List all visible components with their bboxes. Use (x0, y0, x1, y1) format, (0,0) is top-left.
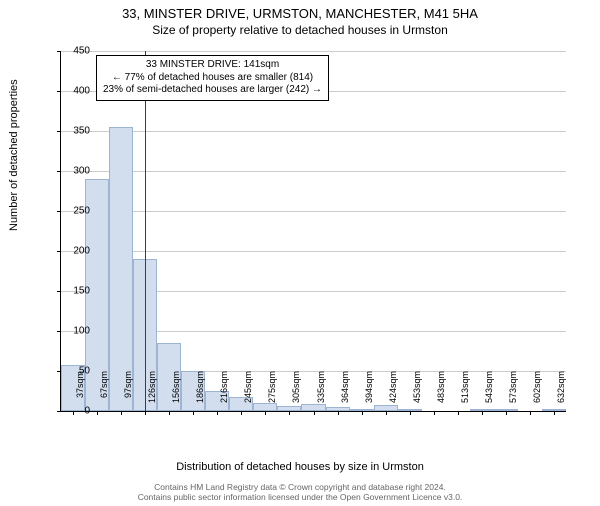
ytick-mark (57, 51, 61, 52)
callout-line-2: ← 77% of detached houses are smaller (81… (103, 72, 322, 85)
ytick-mark (57, 291, 61, 292)
histogram-bar (301, 404, 325, 411)
xtick-label: 245sqm (243, 371, 253, 403)
xtick-label: 156sqm (171, 371, 181, 403)
property-marker-line (145, 51, 146, 411)
ytick-mark (57, 131, 61, 132)
xtick-mark (386, 411, 387, 415)
xtick-label: 364sqm (340, 371, 350, 403)
xtick-mark (217, 411, 218, 415)
xtick-label: 275sqm (267, 371, 277, 403)
ytick-mark (57, 211, 61, 212)
xtick-label: 216sqm (219, 371, 229, 403)
ytick-mark (57, 251, 61, 252)
xtick-label: 513sqm (460, 371, 470, 403)
xtick-mark (265, 411, 266, 415)
xtick-label: 305sqm (291, 371, 301, 403)
ytick-label: 150 (62, 286, 90, 297)
xtick-label: 424sqm (388, 371, 398, 403)
xtick-mark (145, 411, 146, 415)
ytick-label: 400 (62, 86, 90, 97)
histogram-bar (109, 127, 133, 411)
xtick-label: 483sqm (436, 371, 446, 403)
chart-title-address: 33, MINSTER DRIVE, URMSTON, MANCHESTER, … (0, 6, 600, 21)
xtick-label: 97sqm (123, 371, 133, 398)
footer-line-2: Contains public sector information licen… (0, 492, 600, 502)
histogram-bar (253, 403, 277, 411)
callout-line-3: 23% of semi-detached houses are larger (… (103, 84, 322, 97)
gridline (61, 251, 566, 252)
xtick-label: 632sqm (556, 371, 566, 403)
xtick-mark (97, 411, 98, 415)
xtick-mark (193, 411, 194, 415)
xtick-mark (434, 411, 435, 415)
xtick-mark (554, 411, 555, 415)
x-axis-label: Distribution of detached houses by size … (0, 461, 600, 473)
xtick-mark (289, 411, 290, 415)
ytick-mark (57, 91, 61, 92)
xtick-mark (362, 411, 363, 415)
ytick-label: 300 (62, 166, 90, 177)
xtick-mark (241, 411, 242, 415)
ytick-mark (57, 331, 61, 332)
ytick-mark (57, 411, 61, 412)
gridline (61, 131, 566, 132)
ytick-label: 250 (62, 206, 90, 217)
xtick-mark (169, 411, 170, 415)
xtick-mark (530, 411, 531, 415)
gridline (61, 171, 566, 172)
ytick-label: 0 (62, 406, 90, 417)
ytick-label: 100 (62, 326, 90, 337)
gridline (61, 51, 566, 52)
xtick-label: 335sqm (316, 371, 326, 403)
xtick-mark (410, 411, 411, 415)
xtick-mark (338, 411, 339, 415)
property-callout: 33 MINSTER DRIVE: 141sqm← 77% of detache… (96, 55, 329, 101)
xtick-label: 394sqm (364, 371, 374, 403)
xtick-label: 37sqm (75, 371, 85, 398)
xtick-label: 453sqm (412, 371, 422, 403)
xtick-label: 543sqm (484, 371, 494, 403)
xtick-mark (314, 411, 315, 415)
xtick-mark (458, 411, 459, 415)
xtick-label: 186sqm (195, 371, 205, 403)
footer-attribution: Contains HM Land Registry data © Crown c… (0, 482, 600, 502)
ytick-label: 200 (62, 246, 90, 257)
xtick-mark (506, 411, 507, 415)
ytick-label: 450 (62, 46, 90, 57)
chart-subtitle: Size of property relative to detached ho… (0, 23, 600, 37)
xtick-label: 602sqm (532, 371, 542, 403)
footer-line-1: Contains HM Land Registry data © Crown c… (0, 482, 600, 492)
ytick-label: 350 (62, 126, 90, 137)
xtick-label: 126sqm (147, 371, 157, 403)
xtick-mark (482, 411, 483, 415)
xtick-mark (121, 411, 122, 415)
ytick-mark (57, 171, 61, 172)
chart-plot-area: 33 MINSTER DRIVE: 141sqm← 77% of detache… (60, 51, 566, 412)
xtick-label: 67sqm (99, 371, 109, 398)
xtick-label: 573sqm (508, 371, 518, 403)
gridline (61, 211, 566, 212)
callout-line-1: 33 MINSTER DRIVE: 141sqm (103, 59, 322, 72)
y-axis-label: Number of detached properties (8, 79, 20, 231)
